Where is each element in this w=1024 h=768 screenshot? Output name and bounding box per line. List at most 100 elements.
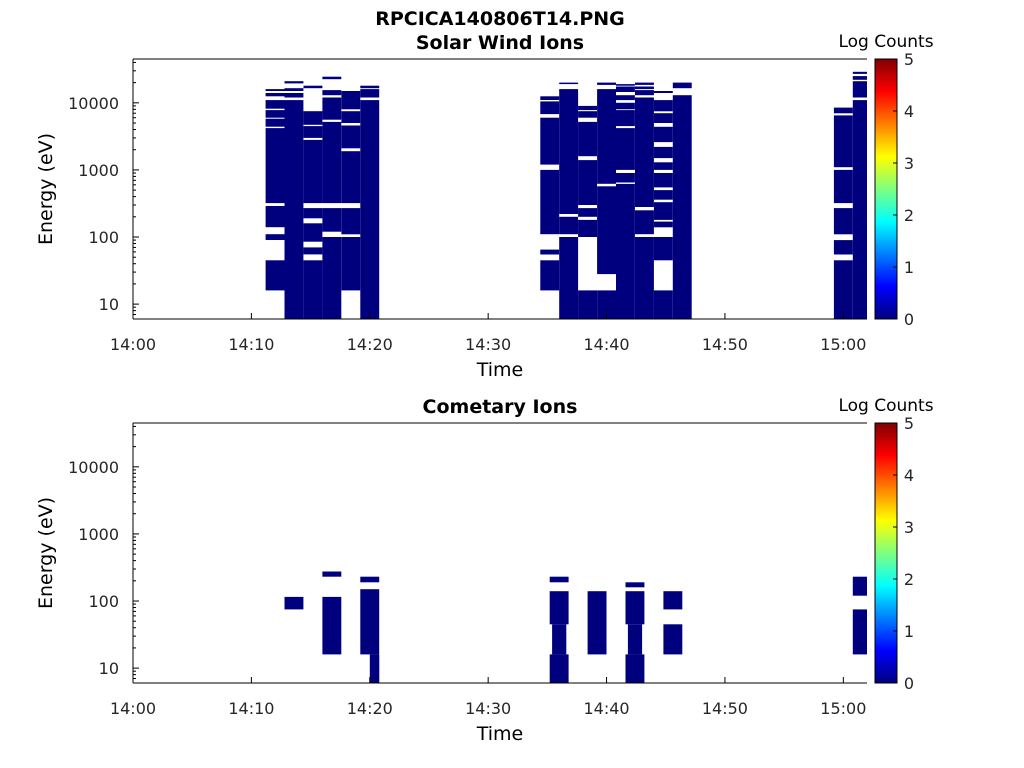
data-cell — [653, 237, 673, 261]
colorbar-tick-label: 1 — [904, 622, 914, 641]
cometary-ions-panel: Cometary Ions Log Counts Time Energy (eV… — [35, 396, 934, 745]
data-cell — [833, 107, 853, 114]
data-cell — [597, 290, 616, 319]
data-cell — [672, 82, 692, 89]
solar-wind-ions-panel: Solar Wind Ions Log Counts Time Energy (… — [35, 32, 934, 381]
data-cell — [597, 186, 616, 275]
data-cell — [852, 609, 867, 655]
data-cell — [341, 237, 361, 291]
data-cell — [616, 102, 635, 110]
y-tick-label: 1000 — [78, 161, 119, 180]
x-tick-label: 14:10 — [228, 699, 274, 718]
data-cell — [265, 260, 285, 291]
data-cell — [672, 95, 692, 319]
data-cell — [322, 571, 342, 577]
x-tick-label: 14:20 — [347, 335, 393, 354]
y-tick-label: 10 — [99, 295, 119, 314]
data-cell — [540, 169, 560, 235]
data-cell — [635, 97, 654, 207]
data-cell — [616, 173, 635, 183]
data-cell — [653, 146, 673, 159]
data-cell — [360, 589, 380, 655]
data-cell — [341, 91, 361, 110]
data-cell — [635, 237, 654, 319]
data-cell — [284, 100, 304, 319]
colorbar-tick-label: 1 — [904, 258, 914, 277]
data-cell — [616, 84, 635, 86]
data-cell — [341, 125, 361, 149]
y-tick-label: 100 — [88, 228, 119, 247]
data-cell — [833, 208, 853, 235]
data-cell — [559, 89, 579, 214]
data-cell — [303, 126, 323, 138]
data-cell — [578, 121, 597, 157]
data-cell — [852, 576, 867, 596]
data-cell — [653, 162, 673, 170]
data-cell — [540, 260, 560, 291]
data-cell — [653, 91, 673, 93]
data-cell — [625, 582, 645, 588]
data-cell — [616, 128, 635, 170]
colorbar-tick-label: 3 — [904, 518, 914, 537]
data-cell — [833, 169, 853, 204]
data-cell — [627, 624, 643, 655]
data-cell — [833, 115, 853, 168]
data-cell — [341, 151, 361, 204]
data-cell — [597, 82, 616, 85]
y-tick-label: 100 — [88, 592, 119, 611]
data-cell — [265, 93, 285, 97]
panel-title-solar-wind: Solar Wind Ions — [416, 32, 584, 54]
y-tick-label: 10000 — [68, 94, 119, 113]
colorbar-tick-label: 4 — [904, 466, 914, 485]
x-tick-label: 14:10 — [228, 335, 274, 354]
panel-title-cometary: Cometary Ions — [423, 396, 578, 418]
data-cell — [653, 202, 673, 220]
colorbar-tick-label: 0 — [904, 674, 914, 693]
y-tick-label: 10000 — [68, 458, 119, 477]
colorbar-label-cometary: Log Counts — [838, 396, 933, 416]
data-cell — [540, 101, 560, 115]
data-cell — [578, 290, 597, 319]
data-cell — [303, 111, 323, 125]
data-cell — [284, 596, 304, 610]
x-axis-label-solar-wind: Time — [476, 359, 524, 381]
y-axis-label-solar-wind: Energy (eV) — [35, 133, 57, 245]
data-cell — [653, 113, 673, 123]
colorbar-tick-label: 3 — [904, 154, 914, 173]
data-cell — [852, 100, 867, 319]
data-cell — [265, 234, 285, 240]
x-tick-label: 15:00 — [820, 335, 866, 354]
data-cell — [303, 260, 323, 319]
x-tick-label: 15:00 — [820, 699, 866, 718]
data-cell — [549, 591, 569, 625]
data-cell — [559, 82, 579, 85]
figure-title: RPCICA140806T14.PNG — [375, 8, 625, 30]
data-cell — [653, 290, 673, 319]
data-cell — [625, 591, 645, 625]
x-tick-label: 14:00 — [110, 335, 156, 354]
colorbar-tick-label: 2 — [904, 206, 914, 225]
data-cell — [549, 576, 569, 583]
data-cell — [303, 85, 323, 89]
data-cell — [552, 624, 567, 655]
data-cell — [597, 89, 616, 184]
x-tick-label: 14:40 — [583, 335, 629, 354]
data-cell — [303, 208, 323, 219]
data-cell — [265, 89, 285, 91]
data-cell — [833, 240, 853, 255]
data-cell — [284, 93, 304, 98]
data-cell — [578, 208, 597, 217]
y-tick-label: 10 — [99, 659, 119, 678]
x-tick-label: 14:30 — [465, 335, 511, 354]
data-cell — [852, 81, 867, 98]
colorbar-tick-label: 5 — [904, 414, 914, 433]
data-cell — [265, 128, 285, 204]
data-cell — [360, 89, 380, 98]
data-cell — [635, 86, 654, 90]
colorbar-tick-label: 2 — [904, 570, 914, 589]
data-cell — [559, 237, 579, 319]
data-cell — [653, 221, 673, 228]
x-tick-label: 14:20 — [347, 699, 393, 718]
x-tick-label: 14:50 — [702, 699, 748, 718]
data-cell — [653, 100, 673, 112]
